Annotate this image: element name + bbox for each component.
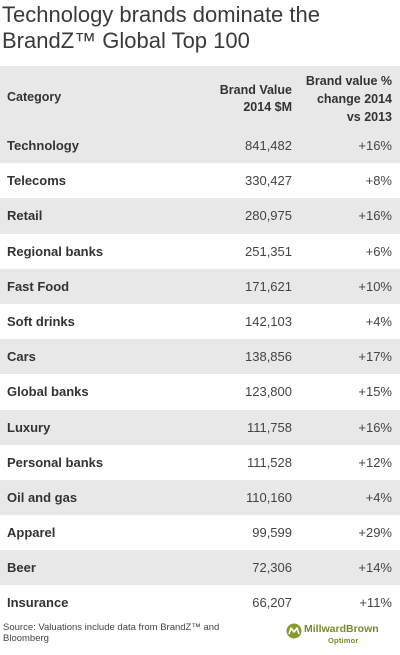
table-row: Oil and gas 110,160 +4% [0, 479, 400, 516]
row-change: +6% [365, 243, 392, 259]
row-brand-value: 66,207 [252, 595, 292, 611]
row-brand-value: 171,621 [245, 278, 292, 294]
row-brand-value: 110,160 [245, 489, 292, 505]
row-category: Telecoms [7, 173, 67, 189]
row-category: Cars [7, 349, 36, 365]
row-change: +4% [365, 489, 392, 505]
row-category: Insurance [7, 595, 69, 611]
row-change: +16% [358, 208, 392, 224]
row-brand-value: 841,482 [245, 138, 292, 153]
table-row: Beer 72,306 +14% [0, 550, 400, 586]
row-change: +4% [365, 313, 392, 329]
table-row: Cars 138,856 +17% [0, 339, 400, 375]
row-category: Fast Food [7, 278, 70, 294]
row-category: Apparel [7, 525, 56, 541]
table-row: Regional banks 251,351 +6% [0, 234, 400, 269]
row-brand-value: 280,975 [245, 208, 292, 224]
row-brand-value: 111,758 [246, 419, 292, 435]
page-title: Technology brands dominate the BrandZ™ G… [2, 2, 320, 53]
table-row: Luxury 111,758 +16% [0, 409, 400, 445]
row-category: Regional banks [7, 243, 104, 259]
row-brand-value: 111,528 [246, 454, 292, 470]
table-row: Personal banks 111,528 +12% [0, 445, 400, 480]
header-change: Brand value % change 2014 vs 2013 [305, 74, 392, 124]
row-change: +10% [358, 278, 392, 294]
row-change: +15% [358, 384, 392, 400]
source-note: Source: Valuations include data from Bra… [3, 622, 220, 644]
row-change: +12% [358, 454, 392, 470]
row-change: +11% [359, 595, 392, 611]
table-row: Apparel 99,599 +29% [0, 515, 400, 550]
row-change: +16% [358, 419, 392, 435]
row-category: Retail [7, 208, 43, 224]
row-change: +17% [358, 349, 392, 365]
row-change: +29% [358, 525, 392, 541]
row-change: +16% [358, 138, 392, 153]
table-row: Soft drinks 142,103 +4% [0, 304, 400, 339]
row-change: +8% [365, 173, 392, 189]
row-brand-value: 99,599 [252, 525, 292, 541]
row-brand-value: 330,427 [245, 173, 292, 189]
table-row: Retail 280,975 +16% [0, 198, 400, 234]
table-row: Technology 841,482 +16% [0, 128, 400, 164]
brand-sub: Optimor [328, 636, 359, 645]
brand-logo: MillwardBrown Optimor [286, 622, 396, 648]
row-change: +14% [358, 560, 392, 576]
row-category: Luxury [7, 419, 51, 435]
header-category: Category [7, 90, 62, 104]
table-header: Category Brand Value 2014 $M Brand value… [0, 66, 400, 128]
row-brand-value: 72,306 [252, 560, 292, 576]
row-category: Personal banks [7, 454, 104, 470]
table-body: Technology 841,482 +16% Telecoms 330,427 +8% R… [0, 128, 400, 621]
table-row: Telecoms 330,427 +8% [0, 163, 400, 198]
millwardbrown-logo-icon [286, 623, 302, 639]
table-row: Fast Food 171,621 +10% [0, 268, 400, 304]
row-brand-value: 138,856 [245, 349, 292, 365]
table-row: Insurance 66,207 +11% [0, 585, 400, 620]
table-row: Global banks 123,800 +15% [0, 374, 400, 409]
row-category: Oil and gas [7, 489, 78, 505]
header-brand-value: Brand Value 2014 $M [219, 83, 292, 114]
row-brand-value: 123,800 [245, 384, 292, 400]
row-category: Beer [7, 560, 36, 576]
row-category: Global banks [7, 384, 89, 400]
row-category: Technology [7, 138, 79, 153]
row-brand-value: 251,351 [245, 243, 292, 259]
row-category: Soft drinks [7, 313, 75, 329]
row-brand-value: 142,103 [245, 313, 292, 329]
brand-name: MillwardBrown [304, 623, 379, 635]
